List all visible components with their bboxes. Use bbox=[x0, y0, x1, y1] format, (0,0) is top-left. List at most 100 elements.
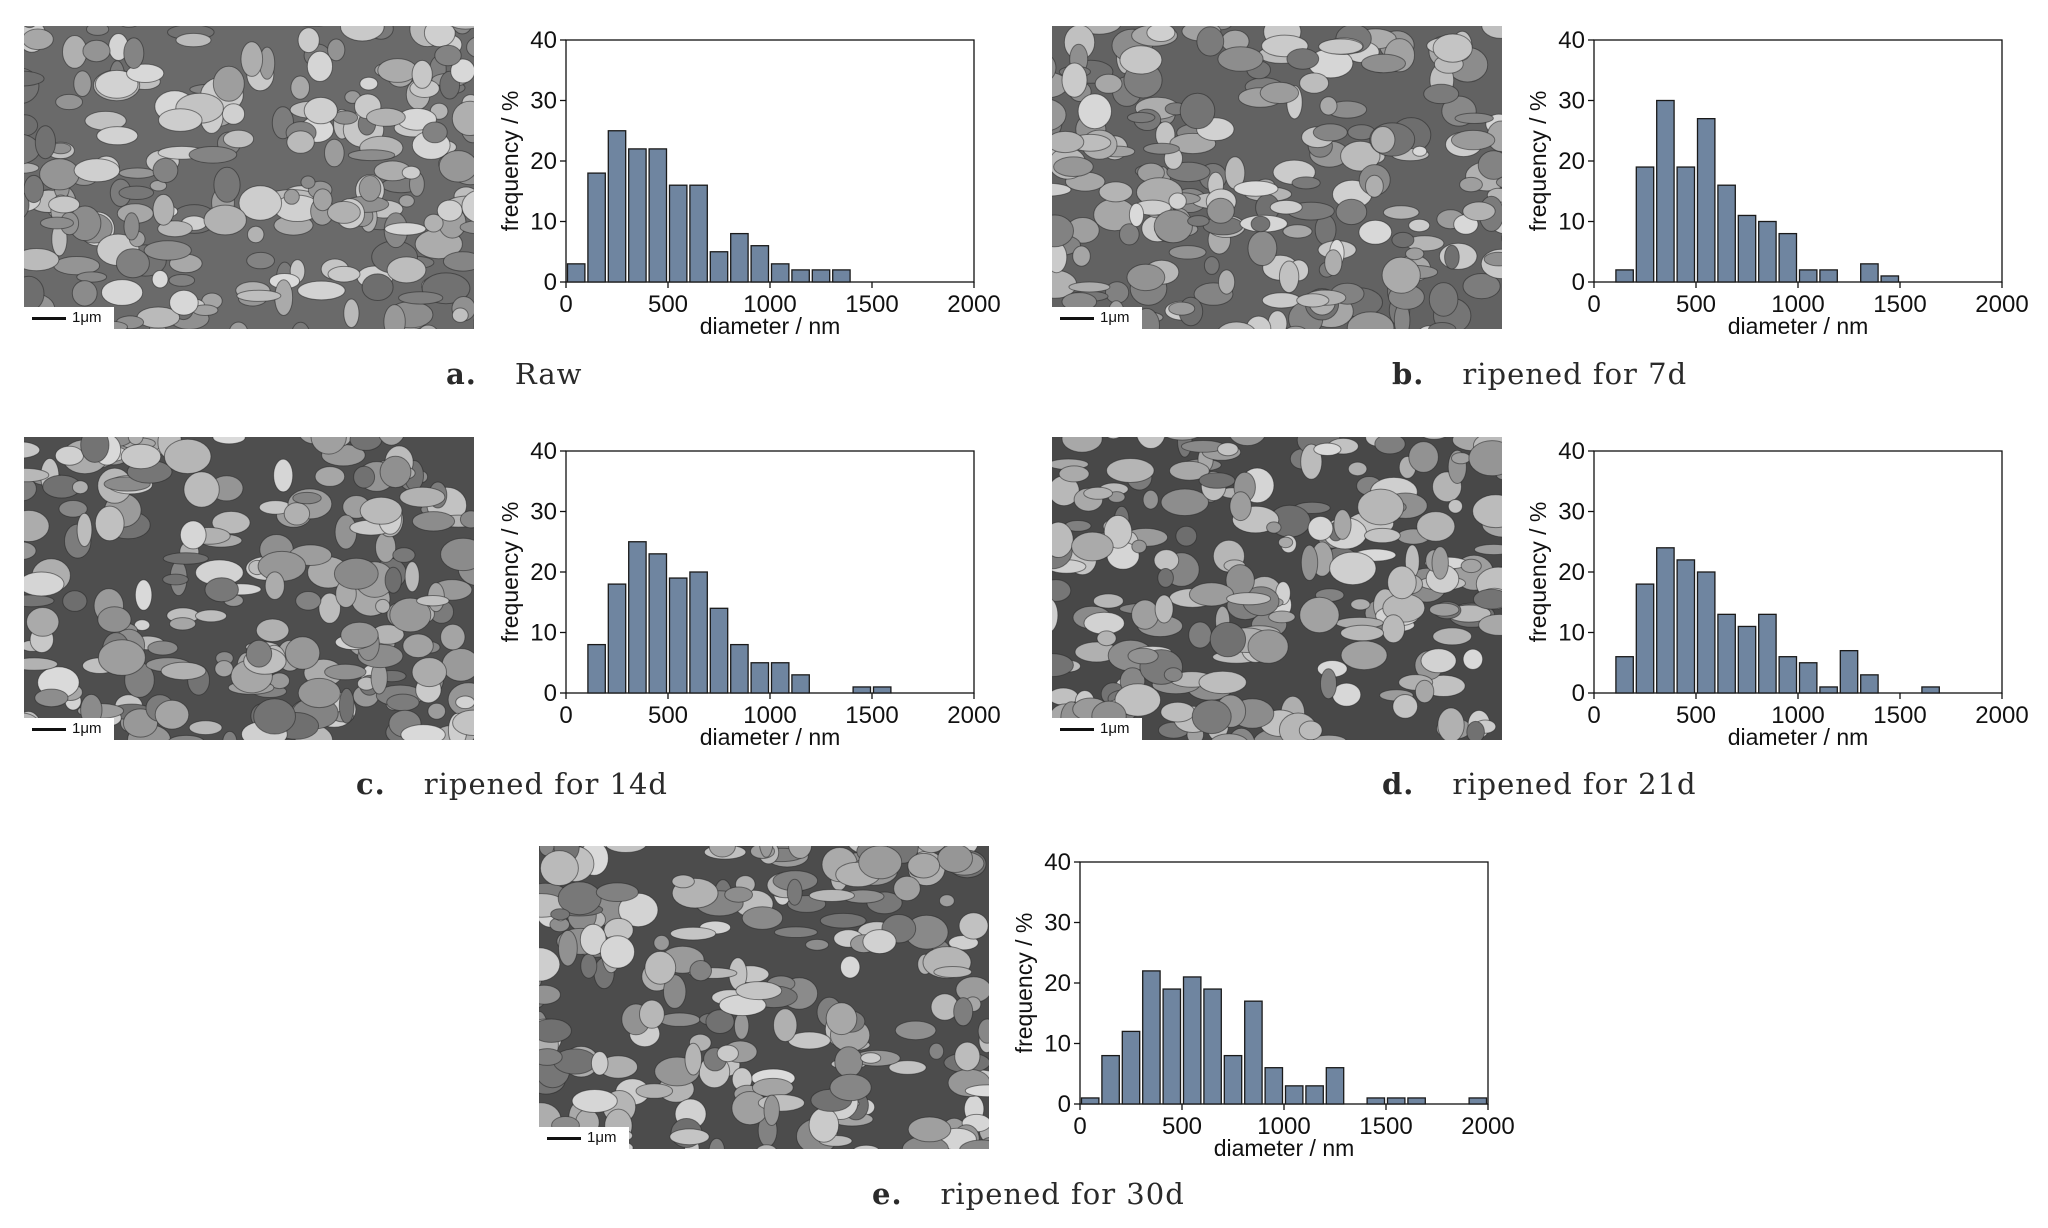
sem-grain bbox=[1052, 598, 1059, 632]
sem-grain bbox=[24, 26, 36, 29]
sem-grain bbox=[964, 1084, 989, 1098]
y-tick-label: 0 bbox=[1572, 680, 1585, 707]
sem-grain bbox=[1203, 256, 1220, 275]
sem-grain bbox=[24, 509, 50, 543]
caption-letter: a. bbox=[446, 357, 477, 391]
x-axis-label: diameter / nm bbox=[1728, 724, 1869, 750]
sem-grain bbox=[1168, 245, 1207, 260]
sem-grain bbox=[1061, 62, 1088, 98]
scale-bar: 1μm bbox=[24, 718, 114, 740]
x-axis-label: diameter / nm bbox=[1728, 313, 1869, 339]
histogram-bar bbox=[1880, 275, 1900, 283]
sem-grain bbox=[1188, 621, 1213, 649]
x-tick-label: 500 bbox=[1676, 702, 1716, 729]
sem-grain bbox=[671, 874, 695, 889]
sem-grain bbox=[168, 734, 205, 740]
sem-grain bbox=[24, 162, 40, 174]
y-tick-label: 20 bbox=[1558, 148, 1585, 175]
sem-grain bbox=[419, 324, 438, 329]
histogram-bar bbox=[770, 263, 790, 283]
histogram-bar bbox=[1305, 1085, 1324, 1105]
sem-grain bbox=[71, 280, 98, 307]
caption-b: b. ripened for 7d bbox=[1392, 357, 1687, 391]
sem-grain bbox=[183, 471, 220, 508]
sem-grain bbox=[452, 709, 474, 736]
sem-grain bbox=[894, 1020, 937, 1041]
sem-grain bbox=[340, 621, 379, 649]
sem-grain bbox=[1408, 218, 1431, 233]
histogram-bar bbox=[1615, 269, 1634, 283]
caption-text: ripened for 21d bbox=[1452, 767, 1697, 801]
histogram-bar bbox=[1737, 214, 1757, 283]
sem-grain bbox=[212, 65, 245, 102]
sem-grain bbox=[240, 41, 264, 77]
histogram-bar bbox=[1717, 184, 1736, 283]
sem-grain bbox=[264, 571, 285, 600]
sem-grain bbox=[539, 947, 561, 982]
sem-grain bbox=[1472, 494, 1502, 529]
sem-grain bbox=[76, 271, 108, 283]
histogram-bar bbox=[1860, 674, 1879, 694]
y-tick-label: 20 bbox=[1558, 559, 1585, 586]
sem-grain bbox=[808, 1107, 840, 1143]
sem-grain bbox=[438, 150, 474, 183]
sem-grain bbox=[571, 1089, 618, 1113]
y-tick-label: 40 bbox=[530, 438, 557, 465]
sem-grain bbox=[1126, 263, 1166, 292]
sem-grain bbox=[1072, 245, 1091, 267]
sem-grain bbox=[188, 720, 223, 736]
x-tick-label: 1500 bbox=[1873, 291, 1926, 318]
plot-frame bbox=[565, 450, 975, 694]
sem-grain bbox=[658, 1012, 701, 1027]
sem-grain bbox=[422, 121, 448, 144]
sem-grain bbox=[1247, 629, 1289, 664]
sem-grain bbox=[338, 687, 355, 724]
x-tick-label: 1000 bbox=[1771, 291, 1824, 318]
histogram-30d: 0 10 20 30 40 0 500 1000 1500 2000 diameter / nm fr… bbox=[1011, 849, 1515, 1161]
x-tick-label: 1000 bbox=[1257, 1113, 1310, 1140]
sem-grain bbox=[1247, 230, 1278, 267]
sem-grain bbox=[1098, 181, 1133, 203]
histogram-bar bbox=[607, 583, 627, 694]
histogram-bar bbox=[1203, 988, 1222, 1105]
sem-grain bbox=[378, 437, 405, 446]
histogram-bar bbox=[668, 184, 688, 283]
sem-image-30d: 1μm bbox=[539, 846, 989, 1149]
sem-grain bbox=[1160, 701, 1196, 723]
histogram-bar bbox=[750, 662, 770, 694]
x-tick-label: 1500 bbox=[1873, 702, 1926, 729]
histogram-bar bbox=[1839, 649, 1859, 694]
scale-bar: 1μm bbox=[539, 1127, 629, 1149]
sem-grain bbox=[343, 298, 360, 329]
y-tick-label: 10 bbox=[530, 209, 557, 236]
y-tick-label: 40 bbox=[530, 27, 557, 54]
sem-grain bbox=[860, 1052, 882, 1064]
sem-grain bbox=[773, 1008, 798, 1043]
sem-grain bbox=[1143, 142, 1180, 155]
sem-grain bbox=[1052, 56, 1057, 79]
sem-grain bbox=[1131, 539, 1147, 554]
sem-grain bbox=[203, 204, 247, 236]
sem-grain bbox=[451, 100, 474, 136]
sem-grain bbox=[1370, 126, 1396, 154]
sem-grain bbox=[1278, 536, 1294, 549]
sem-grain bbox=[383, 304, 406, 329]
sem-grain bbox=[1168, 301, 1196, 316]
sem-grain bbox=[229, 321, 248, 329]
sem-grain bbox=[825, 1002, 858, 1036]
sem-grain bbox=[907, 1116, 952, 1143]
sem-grain bbox=[1428, 282, 1459, 317]
sem-grain bbox=[1196, 26, 1225, 57]
sem-grain bbox=[327, 200, 361, 224]
sem-grain bbox=[1250, 215, 1271, 233]
y-tick-label: 40 bbox=[1558, 438, 1585, 465]
histogram-bar bbox=[1778, 656, 1798, 694]
sem-grain bbox=[733, 1012, 750, 1040]
histogram-bar bbox=[1860, 263, 1879, 283]
sem-grain bbox=[1319, 96, 1338, 116]
sem-grain bbox=[1473, 543, 1502, 556]
caption-text: ripened for 30d bbox=[940, 1177, 1185, 1211]
sem-grain bbox=[1481, 26, 1502, 39]
sem-grain bbox=[1444, 244, 1460, 270]
histogram-bar bbox=[1366, 1097, 1386, 1105]
